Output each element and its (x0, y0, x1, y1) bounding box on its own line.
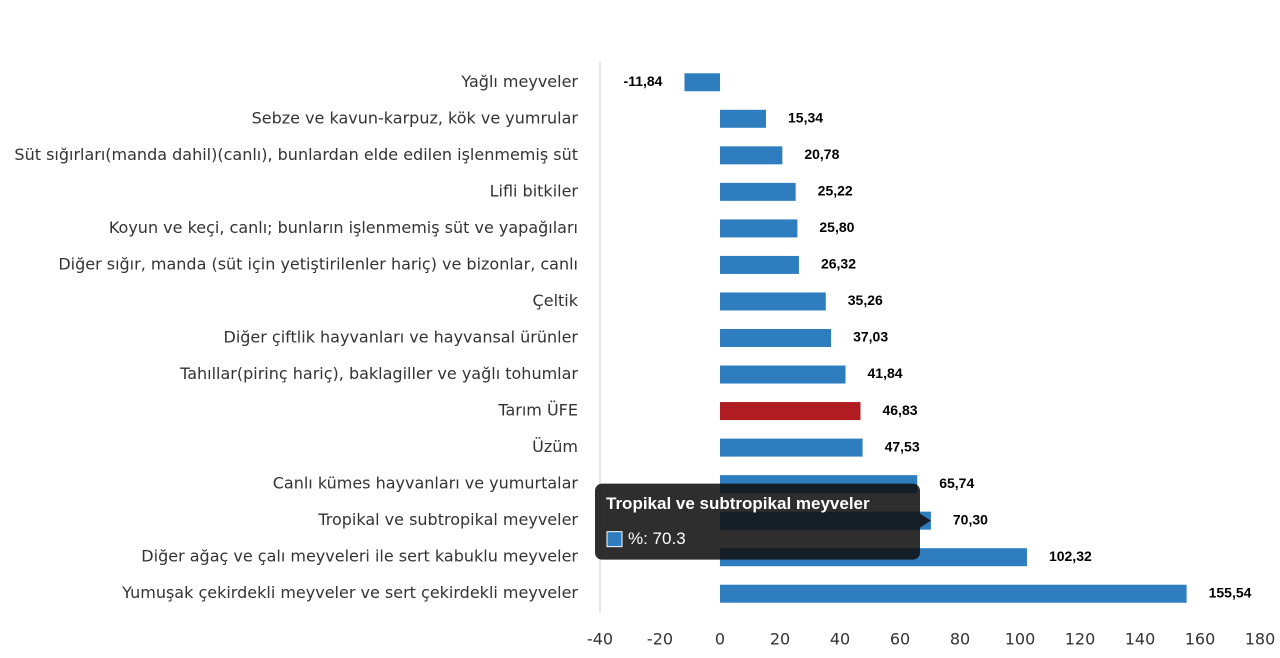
value-label: 102,32 (1049, 548, 1092, 564)
x-tick-label: 140 (1125, 630, 1156, 649)
x-tick-label: 80 (950, 630, 970, 649)
value-label: 47,53 (885, 438, 920, 454)
value-label: 25,22 (818, 183, 853, 199)
value-label: 15,34 (788, 110, 823, 126)
bar (720, 292, 826, 311)
category-label: Tahıllar(pirinç hariç), baklagiller ve y… (179, 364, 578, 383)
value-label: -11,84 (624, 73, 663, 89)
value-label: 155,54 (1209, 584, 1252, 600)
category-label: Yağlı meyveler (460, 72, 578, 91)
category-label: Canlı kümes hayvanları ve yumurtalar (273, 474, 579, 493)
x-tick-label: 60 (890, 630, 910, 649)
bar (720, 329, 832, 347)
category-label: Yumuşak çekirdekli meyveler ve sert çeki… (121, 583, 578, 602)
bar (720, 219, 798, 238)
category-label: Tarım ÜFE (497, 401, 578, 420)
category-label: Diğer çiftlik hayvanları ve hayvansal ür… (224, 328, 579, 347)
category-label: Koyun ve keçi, canlı; bunların işlenmemi… (109, 218, 578, 237)
bar (720, 146, 783, 165)
category-label: Tropikal ve subtropikal meyveler (317, 510, 578, 529)
tooltip-box (595, 483, 920, 560)
value-label: 20,78 (804, 146, 839, 162)
category-label: Diğer ağaç ve çalı meyveleri ile sert ka… (141, 547, 578, 566)
value-label: 35,26 (848, 292, 883, 308)
x-tick-label: -20 (647, 630, 673, 649)
bar (720, 365, 846, 384)
bar (720, 109, 767, 128)
value-label: 25,80 (819, 219, 854, 235)
category-label: Sebze ve kavun-karpuz, kök ve yumrular (252, 108, 579, 127)
bar (720, 584, 1187, 603)
x-tick-label: 120 (1065, 630, 1096, 649)
value-label: 26,32 (821, 256, 856, 272)
category-label: Üzüm (532, 437, 578, 456)
tooltip: Tropikal ve subtropikal meyveler %: 70.3 (595, 483, 931, 560)
tooltip-title: Tropikal ve subtropikal meyveler (606, 494, 870, 513)
bar (720, 182, 796, 201)
x-tick-label: 100 (1005, 630, 1036, 649)
x-tick-label: 180 (1245, 630, 1276, 649)
bar (720, 438, 863, 457)
x-tick-label: 20 (770, 630, 790, 649)
category-label: Süt sığırları(manda dahil)(canlı), bunla… (14, 145, 578, 164)
value-label: 70,30 (953, 511, 988, 527)
value-label: 41,84 (868, 365, 903, 381)
value-label: 46,83 (882, 402, 917, 418)
category-label: Çeltik (533, 291, 579, 310)
tooltip-text: %: 70.3 (628, 529, 686, 548)
category-label: Diğer sığır, manda (süt için yetiştirile… (58, 254, 578, 273)
value-label: 65,74 (939, 475, 974, 491)
x-tick-label: 0 (715, 630, 725, 649)
x-tick-label: 160 (1185, 630, 1216, 649)
bar (720, 255, 799, 274)
value-label: 37,03 (853, 329, 888, 345)
tooltip-swatch (606, 531, 623, 548)
bar (684, 73, 720, 92)
x-tick-label: 40 (830, 630, 850, 649)
x-tick-label: -40 (587, 630, 613, 649)
bar (720, 402, 861, 421)
category-label: Lifli bitkiler (490, 181, 579, 200)
tooltip-arrow (920, 513, 931, 528)
